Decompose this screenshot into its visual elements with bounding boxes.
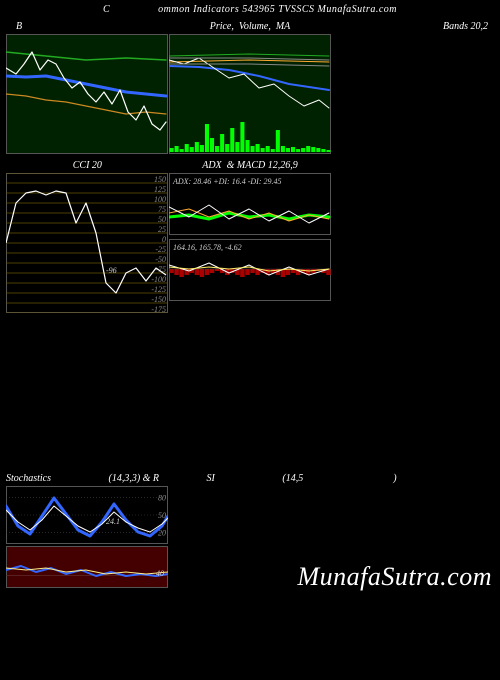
cci-chart: 1751501251007550250-25-50-75-100-125-150… <box>6 173 168 313</box>
stoch-rsi-title: Stochastics (14,3,3) & R SI (14,5 ) <box>6 473 494 484</box>
mid-row: CCI 20 1751501251007550250-25-50-75-100-… <box>0 160 500 313</box>
svg-text:150: 150 <box>154 175 166 184</box>
bollinger-title: B <box>6 21 169 32</box>
cci-title: CCI 20 <box>6 160 169 171</box>
svg-text:24.1: 24.1 <box>106 517 120 526</box>
rsi-chart: 40 <box>6 546 168 588</box>
svg-text:0: 0 <box>162 235 166 244</box>
svg-text:80: 80 <box>158 494 166 503</box>
price-volume-chart <box>169 34 331 154</box>
svg-text:175: 175 <box>154 173 166 174</box>
macd-chart: 164.16, 165.78, -4.62 <box>169 239 331 301</box>
svg-text:25: 25 <box>158 225 166 234</box>
page-header: C ommon Indicators 543965 TVSSCS MunafaS… <box>0 0 500 17</box>
adx-macd-title: ADX & MACD 12,26,9 <box>169 160 332 171</box>
svg-text:-75: -75 <box>155 265 166 274</box>
bands-title: Bands 20,2 <box>331 21 494 32</box>
svg-text:100: 100 <box>154 195 166 204</box>
top-row: B Price, Volume, MA Bands 20,2 <box>0 21 500 154</box>
adx-chart: ADX: 28.46 +DI: 16.4 -DI: 29.45 <box>169 173 331 235</box>
svg-text:-50: -50 <box>155 255 166 264</box>
stochastics-chart: 80502024.1 <box>6 486 168 544</box>
header-left-glyph: C <box>103 4 110 15</box>
svg-text:-150: -150 <box>151 295 166 304</box>
svg-text:-96: -96 <box>106 266 117 275</box>
svg-text:ADX: 28.46 +DI: 16.4 -DI:: ADX: 28.46 +DI: 16.4 -DI: 29.45 <box>172 177 282 186</box>
svg-text:-175: -175 <box>151 305 166 313</box>
header-title: ommon Indicators 543965 TVSSCS MunafaSut… <box>158 4 397 15</box>
svg-text:164.16, 165.78, -4.62: 164.16, 165.78, -4.62 <box>173 243 242 252</box>
svg-text:-100: -100 <box>151 275 166 284</box>
price-vol-title: Price, Volume, MA <box>169 21 332 32</box>
svg-text:125: 125 <box>154 185 166 194</box>
svg-text:75: 75 <box>158 205 166 214</box>
svg-text:-125: -125 <box>151 285 166 294</box>
stoch-rsi-row: Stochastics (14,3,3) & R SI (14,5 ) 8050… <box>0 473 500 588</box>
svg-text:50: 50 <box>158 215 166 224</box>
bollinger-chart <box>6 34 168 154</box>
svg-text:-25: -25 <box>155 245 166 254</box>
svg-text:40: 40 <box>156 569 164 578</box>
